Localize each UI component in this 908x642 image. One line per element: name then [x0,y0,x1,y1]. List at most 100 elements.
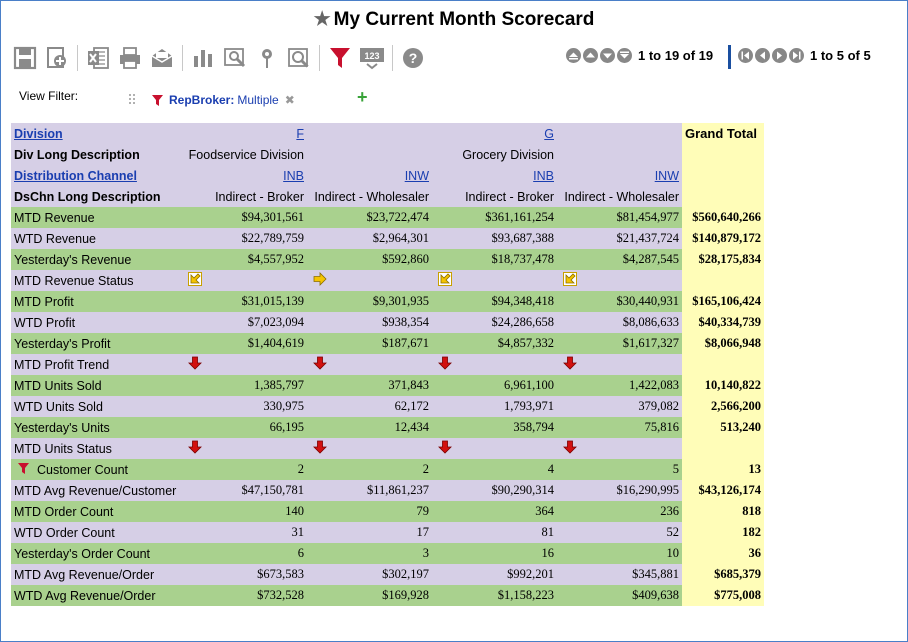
row-label-text: MTD Profit [14,294,74,309]
division-header-link[interactable]: Division [14,126,63,141]
value-cell: $16,290,995 [557,480,682,501]
distribution-channel-header-link[interactable]: Distribution Channel [14,168,137,183]
filter-icon[interactable] [18,462,29,477]
status-cell [307,438,432,459]
row-label: Yesterday's Revenue [11,249,182,270]
map-icon[interactable] [253,44,281,72]
row-label-text: Yesterday's Revenue [14,252,132,267]
table-row: MTD Profit $31,015,139 $9,301,935 $94,348,4… [11,291,764,312]
grand-total-cell: $28,175,834 [682,249,764,270]
table-row: WTD Order Count 31 17 81 52 182 [11,522,764,543]
row-label: Customer Count [11,459,182,480]
toolbar-separator [77,45,78,71]
row-label-text: Yesterday's Profit [14,336,111,351]
channel-link[interactable]: INB [283,168,304,183]
channel-link[interactable]: INW [654,168,679,183]
last-page-icon[interactable] [617,48,632,63]
add-filter-icon[interactable]: + [357,87,368,107]
row-label-text: WTD Order Count [14,525,115,540]
close-icon[interactable]: ✖ [284,93,295,107]
previous-page-icon[interactable] [583,48,598,63]
grand-total-cell: $40,334,739 [682,312,764,333]
row-label-text: WTD Profit [14,315,76,330]
row-label: MTD Revenue [11,207,182,228]
first-page-icon[interactable] [566,48,581,63]
row-label: WTD Units Sold [11,396,182,417]
value-cell: $361,161,254 [432,207,557,228]
value-cell: $4,857,332 [432,333,557,354]
row-label: MTD Order Count [11,501,182,522]
next-page-icon[interactable] [600,48,615,63]
row-label: MTD Revenue Status [11,270,182,291]
arrow-down-red-icon [188,356,202,373]
value-cell: 364 [432,501,557,522]
first-column-page-icon[interactable] [738,48,753,63]
header-row-channel-desc: DsChn Long Description Indirect - Broker… [11,186,764,207]
previous-column-page-icon[interactable] [755,48,770,63]
value-cell: $2,964,301 [307,228,432,249]
arrow-down-red-icon [313,440,327,457]
div-long-description-label: Div Long Description [11,144,182,165]
analyze-icon[interactable] [221,44,249,72]
header-row-channel: Distribution Channel INB INW INB INW [11,165,764,186]
grand-total-cell: $43,126,174 [682,480,764,501]
table-row: WTD Units Sold 330,975 62,172 1,793,971 379,… [11,396,764,417]
table-row: Yesterday's Profit $1,404,619 $187,671 $4,8… [11,333,764,354]
last-column-page-icon[interactable] [789,48,804,63]
view-filter-item[interactable]: RepBroker: Multiple ✖ [152,93,295,107]
value-cell: $345,881 [557,564,682,585]
arrow-right-yellow-icon [313,272,327,289]
channel-link[interactable]: INB [533,168,554,183]
row-pager-text: 1 to 19 of 19 [638,48,714,63]
grand-total-cell: $560,640,266 [682,207,764,228]
value-cell: $1,617,327 [557,333,682,354]
header-row-div-desc: Div Long Description Foodservice Divisio… [11,144,764,165]
value-cell: 10 [557,543,682,564]
row-label: WTD Order Count [11,522,182,543]
division-g-link[interactable]: G [544,126,554,141]
row-label-text: Yesterday's Order Count [14,546,151,561]
value-cell: $81,454,977 [557,207,682,228]
column-pager: 1 to 5 of 5 [738,48,871,63]
value-cell: $18,737,478 [432,249,557,270]
table-row: WTD Revenue $22,789,759 $2,964,301 $93,687,… [11,228,764,249]
value-cell: 66,195 [182,417,307,438]
row-label: MTD Profit [11,291,182,312]
chart-icon[interactable] [189,44,217,72]
value-cell: $22,789,759 [182,228,307,249]
star-icon[interactable]: ★ [313,9,331,30]
row-label: MTD Units Sold [11,375,182,396]
filter-icon[interactable] [326,44,354,72]
next-column-page-icon[interactable] [772,48,787,63]
division-g-description: Grocery Division [432,144,557,165]
drag-handle-icon[interactable] [128,92,136,104]
grand-total-header: Grand Total [682,123,764,144]
value-cell: $187,671 [307,333,432,354]
channel-link[interactable]: INW [404,168,429,183]
channel-description: Indirect - Broker [432,186,557,207]
value-cell: $21,437,724 [557,228,682,249]
help-icon[interactable]: ? [399,44,427,72]
email-icon[interactable] [148,44,176,72]
value-cell: 371,843 [307,375,432,396]
grand-total-cell: $8,066,948 [682,333,764,354]
division-f-link[interactable]: F [296,126,304,141]
arrow-down-left-yellow-icon [563,272,577,289]
number-format-icon[interactable]: 123 [358,44,386,72]
excel-icon[interactable] [84,44,112,72]
table-row: MTD Revenue Status [11,270,764,291]
status-cell [557,354,682,375]
add-icon[interactable] [43,44,71,72]
row-label-text: Customer Count [37,462,129,477]
value-cell: 4 [432,459,557,480]
view-filter-name: RepBroker: [169,93,235,107]
value-cell: $9,301,935 [307,291,432,312]
grand-total-cell: 36 [682,543,764,564]
pager-divider [728,45,731,69]
print-icon[interactable] [116,44,144,72]
toolbar-separator [392,45,393,71]
save-icon[interactable] [11,44,39,72]
zoom-icon[interactable] [285,44,313,72]
grand-total-cell: 818 [682,501,764,522]
